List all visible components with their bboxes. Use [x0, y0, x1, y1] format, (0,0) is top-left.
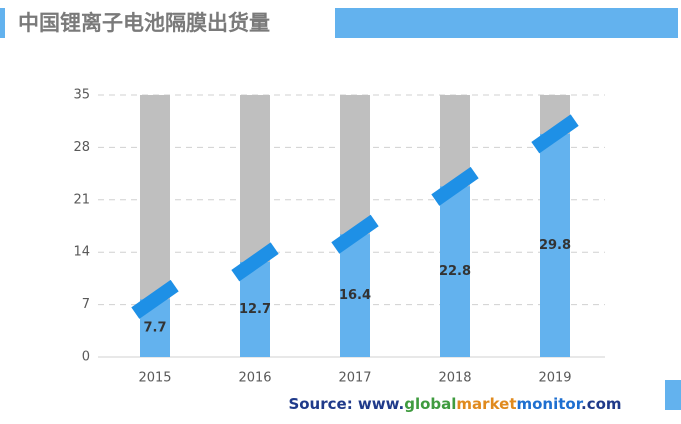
title-accent — [0, 8, 5, 38]
chart-title: 中国锂离子电池隔膜出货量 — [18, 11, 270, 35]
bar — [240, 261, 270, 357]
bar-marker — [131, 279, 179, 319]
value-label: 29.8 — [539, 238, 571, 253]
bar — [440, 186, 470, 357]
source-part: global — [404, 395, 456, 413]
x-tick-label: 2016 — [238, 371, 271, 386]
y-tick-label: 14 — [73, 245, 90, 260]
value-label: 16.4 — [339, 288, 371, 303]
source-part: monitor — [517, 395, 584, 413]
x-tick-label: 2015 — [138, 371, 171, 386]
bar — [540, 133, 570, 357]
value-label: 22.8 — [439, 264, 471, 279]
value-label: 12.7 — [239, 302, 271, 317]
y-tick-label: 28 — [73, 140, 90, 155]
corner-accent — [665, 380, 681, 410]
x-tick-label: 2018 — [438, 371, 471, 386]
bar-marker — [231, 242, 279, 282]
bar — [340, 234, 370, 357]
y-tick-label: 7 — [82, 297, 90, 312]
x-tick-label: 2017 — [338, 371, 371, 386]
bar-marker — [431, 166, 479, 206]
source-part: Source: www. — [288, 395, 404, 413]
value-label: 7.7 — [143, 321, 166, 336]
bar-marker — [331, 214, 379, 254]
source: Source: www.globalmarketmonitor.com — [288, 395, 621, 413]
source-part: market — [456, 395, 516, 413]
source-part: .com — [581, 395, 622, 413]
y-tick-label: 35 — [73, 88, 90, 103]
bar-marker — [531, 114, 579, 154]
y-tick-label: 0 — [82, 350, 90, 365]
x-tick-label: 2019 — [538, 371, 571, 386]
y-tick-label: 21 — [73, 192, 90, 207]
title-banner — [335, 8, 678, 38]
